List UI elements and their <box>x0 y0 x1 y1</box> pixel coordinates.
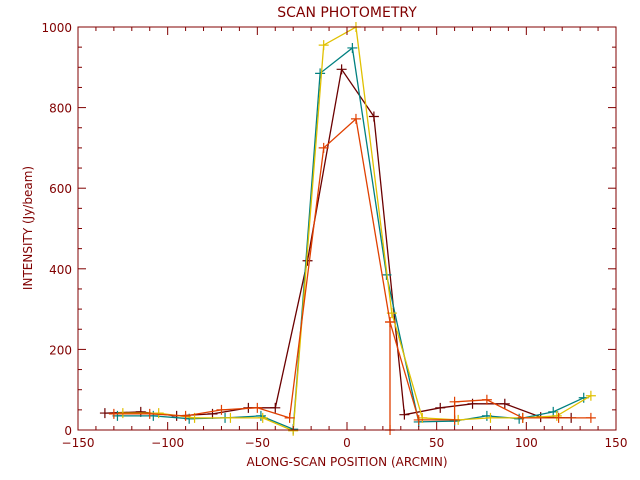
data-point-marker <box>399 409 410 420</box>
y-tick-label: 1000 <box>41 21 72 35</box>
data-point-marker <box>350 113 361 124</box>
data-point-marker <box>449 414 460 425</box>
chart-title: SCAN PHOTOMETRY <box>277 5 417 21</box>
data-series-3 <box>117 22 596 436</box>
data-point-marker <box>108 408 119 419</box>
data-point-marker <box>144 408 155 419</box>
data-point-marker <box>135 406 146 417</box>
data-point-marker <box>347 42 358 53</box>
series-layer <box>99 22 596 436</box>
plot-frame <box>77 26 617 431</box>
data-point-marker <box>435 402 446 413</box>
data-point-marker <box>315 68 326 79</box>
data-point-marker <box>255 410 266 421</box>
data-point-marker <box>270 402 281 413</box>
data-point-marker <box>257 412 268 423</box>
data-point-marker <box>585 412 596 423</box>
data-point-marker <box>117 408 128 419</box>
data-point-marker <box>449 396 460 407</box>
series-line <box>104 67 572 419</box>
data-point-marker <box>499 398 510 409</box>
y-tick-label: 600 <box>49 182 72 196</box>
data-point-marker <box>336 64 347 75</box>
y-axis-label: INTENSITY (Jy/beam) <box>21 166 35 290</box>
data-point-marker <box>180 410 191 421</box>
data-point-marker <box>207 408 218 419</box>
data-series-4 <box>108 113 596 435</box>
data-point-marker <box>216 404 227 415</box>
series-line <box>117 46 584 431</box>
data-point-marker <box>585 390 596 401</box>
x-tick-label: −100 <box>151 436 184 450</box>
data-point-marker <box>385 316 396 327</box>
y-tick-label: 400 <box>49 263 72 277</box>
x-tick-label: 0 <box>343 436 351 450</box>
x-tick-label: −150 <box>62 436 95 450</box>
data-point-marker <box>284 412 295 423</box>
data-series-2 <box>112 42 589 435</box>
y-tick-label: 0 <box>64 424 72 438</box>
data-point-marker <box>225 412 236 423</box>
data-point-marker <box>481 394 492 405</box>
data-point-marker <box>252 402 263 413</box>
x-tick-label: 150 <box>605 436 628 450</box>
data-point-marker <box>318 40 329 51</box>
y-tick-label: 800 <box>49 102 72 116</box>
data-series-1 <box>99 64 577 423</box>
y-tick-label: 200 <box>49 343 72 357</box>
x-axis-label: ALONG-SCAN POSITION (ARCMIN) <box>246 455 447 469</box>
data-point-marker <box>368 111 379 122</box>
data-point-marker <box>413 414 424 425</box>
axes-layer: −150 −100 −50 0 50 100 150 0 200 400 600 800 1000 <box>41 21 627 450</box>
data-point-marker <box>551 410 562 421</box>
series-line <box>113 117 591 430</box>
data-point-marker <box>485 412 496 423</box>
data-point-marker <box>99 408 110 419</box>
data-point-marker <box>318 142 329 153</box>
x-tick-label: −50 <box>245 436 270 450</box>
x-tick-label: 100 <box>515 436 538 450</box>
data-point-marker <box>153 408 164 419</box>
x-tick-label: 50 <box>429 436 444 450</box>
data-point-marker <box>517 412 528 423</box>
data-point-marker <box>553 412 564 423</box>
series-line <box>122 25 592 432</box>
